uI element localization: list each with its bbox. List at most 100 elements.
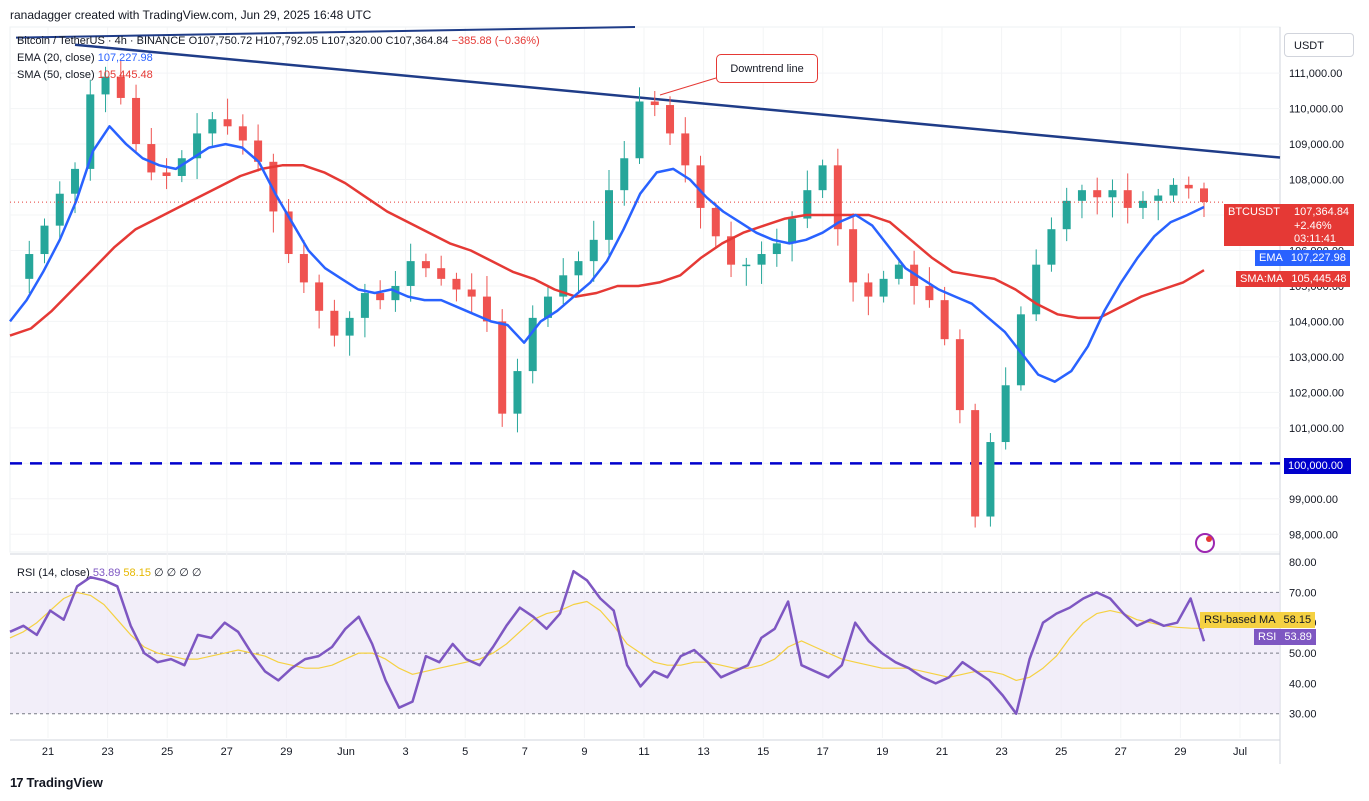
candle-body	[284, 211, 293, 255]
candle-body	[330, 310, 339, 336]
candle-body	[803, 190, 812, 219]
candle-body	[254, 140, 263, 162]
replay-icon	[1195, 533, 1215, 553]
ema-legend[interactable]: EMA (20, close) 107,227.98	[17, 52, 153, 64]
candle-body	[223, 119, 232, 127]
downtrend-line-extension	[15, 26, 636, 39]
price-tick-label: 109,000.00	[1289, 139, 1344, 151]
candle-body	[666, 105, 675, 134]
sma-legend[interactable]: SMA (50, close) 105,445.48	[17, 69, 153, 81]
candle-body	[788, 218, 797, 244]
countdown: 03:11:41	[1294, 233, 1337, 245]
candle-body	[376, 293, 385, 301]
candle-body	[711, 207, 720, 237]
candle-body	[864, 282, 873, 297]
candle-body	[894, 264, 903, 279]
callout-pointer	[659, 77, 717, 96]
candle-body	[1154, 195, 1163, 201]
rsi-ma-value: 58.15	[123, 567, 151, 579]
tradingview-logo[interactable]: 17 TradingView	[10, 775, 103, 790]
candle-body	[315, 282, 324, 311]
ema-price-tag: EMA 107,227.98	[1224, 250, 1350, 266]
time-tick-label: 23	[995, 746, 1007, 758]
tradingview-logo-text: TradingView	[26, 775, 103, 790]
last-symbol: BTCUSDT	[1228, 206, 1280, 218]
sma-tag-value: 105,445.48	[1287, 271, 1351, 287]
candle-body	[208, 119, 217, 134]
rsi-line	[9, 569, 1206, 715]
candle-body	[971, 410, 980, 517]
rsi-tag-label: RSI	[1254, 629, 1281, 645]
candle-body	[132, 97, 141, 145]
candle-body	[177, 158, 186, 176]
symbol-name: Bitcoin / TetherUS · 4h · BINANCE	[17, 35, 186, 47]
time-tick-label: 25	[1055, 746, 1067, 758]
rsi-label: RSI (14, close)	[17, 567, 90, 579]
ema-tag-label: EMA	[1255, 250, 1287, 266]
time-tick-label: 25	[161, 746, 173, 758]
candle-body	[879, 278, 888, 297]
price-tick-label: 111,000.00	[1289, 68, 1342, 80]
ema-tag-value: 107,227.98	[1286, 250, 1350, 266]
candle-body	[1062, 200, 1071, 230]
candle-body	[849, 229, 858, 283]
candle-body	[940, 300, 949, 340]
ema-value: 107,227.98	[97, 52, 153, 64]
candle-body	[635, 101, 644, 159]
candle-body	[818, 165, 827, 191]
rsi-ma-line	[9, 591, 1205, 682]
price-tick-label: 103,000.00	[1289, 352, 1344, 364]
candle-body	[910, 264, 919, 286]
candle-body	[482, 296, 491, 322]
rsi-value: 53.89	[92, 567, 121, 579]
price-tick-label: 104,000.00	[1289, 316, 1344, 328]
time-tick-label: 17	[817, 746, 829, 758]
candle-body	[238, 126, 247, 141]
chart-credit: ranadagger created with TradingView.com,…	[10, 8, 372, 22]
candle-body	[55, 193, 64, 226]
candle-body	[345, 317, 354, 336]
candle-body	[1093, 190, 1102, 198]
candle-body	[925, 285, 934, 301]
price-tick-label: 98,000.00	[1289, 529, 1338, 541]
rsi-extra: ∅ ∅ ∅ ∅	[154, 567, 202, 579]
time-tick-label: 9	[581, 746, 587, 758]
candle-body	[1108, 190, 1117, 198]
time-tick-label: 15	[757, 746, 769, 758]
candle-body	[574, 261, 583, 276]
candle-body	[193, 133, 202, 159]
rsi-tick-label: 50.00	[1289, 648, 1317, 660]
last-price-tag: BTCUSDT 107,364.84 +2.46% 03:11:41	[1224, 204, 1354, 246]
price-tick-label: 99,000.00	[1289, 494, 1338, 506]
candle-body	[299, 254, 308, 283]
rsi-legend[interactable]: RSI (14, close) 53.89 58.15 ∅ ∅ ∅ ∅	[17, 566, 202, 579]
rsi-price-tag: RSI 53.89	[1224, 629, 1316, 645]
candle-body	[589, 239, 598, 262]
candle-body	[1077, 190, 1086, 201]
price-tick-label: 110,000.00	[1289, 104, 1343, 116]
time-tick-label: 3	[403, 746, 409, 758]
candle-body	[1138, 200, 1147, 208]
candle-body	[1169, 184, 1178, 196]
sma-price-tag: SMA:MA 105,445.48	[1224, 271, 1351, 287]
sma-label: SMA (50, close)	[17, 69, 95, 81]
time-tick-label: 19	[876, 746, 888, 758]
time-tick-label: 7	[522, 746, 528, 758]
rsi-tick-label: 30.00	[1289, 709, 1317, 721]
candle-body	[986, 442, 995, 517]
candle-body	[727, 236, 736, 265]
symbol-legend[interactable]: Bitcoin / TetherUS · 4h · BINANCE O107,7…	[17, 35, 540, 47]
candle-body	[406, 261, 415, 286]
last-change: +2.46%	[1294, 220, 1332, 232]
time-tick-label: 23	[101, 746, 113, 758]
currency-selector[interactable]: USDT	[1284, 33, 1354, 57]
candle-body	[772, 243, 781, 255]
sma-value: 105,445.48	[97, 69, 153, 81]
price-tick-label: 102,000.00	[1289, 387, 1344, 399]
candle-body	[955, 339, 964, 411]
replay-icon-dot	[1206, 536, 1212, 542]
candle-body	[742, 264, 751, 267]
candle-body	[116, 76, 125, 98]
candle-body	[86, 94, 95, 169]
time-tick-label: 29	[1174, 746, 1186, 758]
